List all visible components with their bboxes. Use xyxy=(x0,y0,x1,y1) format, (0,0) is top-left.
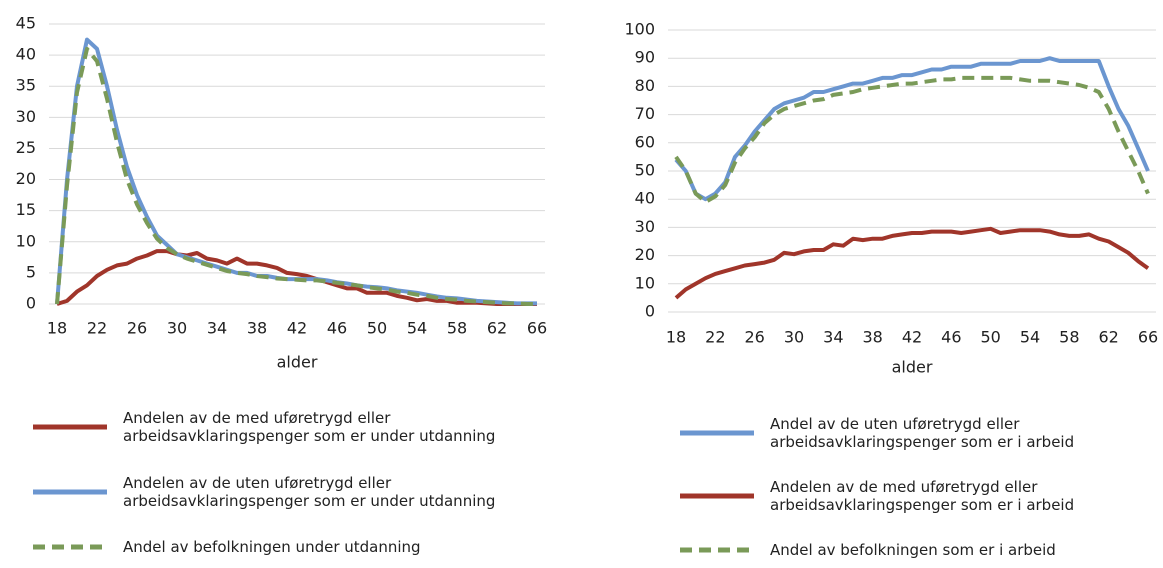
x-tick-label: 50 xyxy=(980,328,1000,347)
y-tick-label: 0 xyxy=(26,294,36,313)
x-tick-label: 38 xyxy=(247,319,267,338)
y-tick-label: 25 xyxy=(16,138,36,157)
x-axis-label: alder xyxy=(892,358,933,377)
y-tick-label: 20 xyxy=(16,169,36,188)
y-tick-label: 50 xyxy=(635,161,655,180)
x-tick-label: 30 xyxy=(784,328,804,347)
legend-label: Andel av de uten uføretrygd eller arbeid… xyxy=(770,415,1075,451)
y-tick-label: 15 xyxy=(16,200,36,219)
y-tick-label: 35 xyxy=(16,76,36,95)
legend-swatch xyxy=(680,493,754,499)
x-tick-label: 66 xyxy=(527,319,547,338)
y-tick-label: 10 xyxy=(16,231,36,250)
x-tick-label: 46 xyxy=(327,319,347,338)
x-tick-label: 54 xyxy=(1020,328,1040,347)
y-tick-label: 80 xyxy=(635,76,655,95)
x-tick-label: 54 xyxy=(407,319,427,338)
legend-label: Andelen av de med uføretrygd eller arbei… xyxy=(770,478,1075,514)
x-tick-label: 42 xyxy=(902,328,922,347)
x-tick-label: 62 xyxy=(487,319,507,338)
x-tick-label: 66 xyxy=(1138,328,1158,347)
legend-label: Andelen av de uten uføretrygd eller arbe… xyxy=(123,474,496,510)
x-tick-label: 26 xyxy=(127,319,147,338)
y-tick-label: 30 xyxy=(635,217,655,236)
x-tick-label: 18 xyxy=(666,328,686,347)
x-tick-label: 58 xyxy=(447,319,467,338)
x-tick-label: 38 xyxy=(862,328,882,347)
legend-label: Andel av befolkningen som er i arbeid xyxy=(770,541,1056,559)
x-tick-label: 34 xyxy=(823,328,843,347)
legend-swatch xyxy=(680,430,754,436)
series-line xyxy=(56,249,537,306)
x-tick-label: 30 xyxy=(167,319,187,338)
y-tick-label: 40 xyxy=(16,45,36,64)
y-tick-label: 40 xyxy=(635,189,655,208)
legend-swatch xyxy=(680,547,754,553)
y-tick-label: 70 xyxy=(635,104,655,123)
series-line xyxy=(674,56,1150,202)
legend-swatch xyxy=(33,544,107,550)
x-tick-label: 18 xyxy=(47,319,67,338)
legend-label: Andel av befolkningen under utdanning xyxy=(123,538,421,556)
x-tick-label: 42 xyxy=(287,319,307,338)
y-tick-label: 10 xyxy=(635,273,655,292)
x-tick-label: 46 xyxy=(941,328,961,347)
x-axis-label: alder xyxy=(277,353,318,372)
x-tick-label: 34 xyxy=(207,319,227,338)
x-tick-label: 62 xyxy=(1098,328,1118,347)
y-tick-label: 5 xyxy=(26,262,36,281)
x-tick-label: 50 xyxy=(367,319,387,338)
legend-item: Andel av befolkningen som er i arbeid xyxy=(680,532,1056,568)
x-tick-label: 22 xyxy=(87,319,107,338)
y-tick-label: 20 xyxy=(635,245,655,264)
y-tick-label: 45 xyxy=(16,14,36,33)
x-tick-label: 58 xyxy=(1059,328,1079,347)
legend-swatch xyxy=(33,489,107,495)
series-line xyxy=(55,46,537,306)
legend-label: Andelen av de med uføretrygd eller arbei… xyxy=(123,409,496,445)
legend-swatch xyxy=(33,424,107,430)
legend-item: Andelen av de med uføretrygd eller arbei… xyxy=(680,478,1074,514)
legend-item: Andelen av de uten uføretrygd eller arbe… xyxy=(33,474,495,510)
legend-item: Andelen av de med uføretrygd eller arbei… xyxy=(33,409,495,445)
y-tick-label: 100 xyxy=(624,20,655,39)
x-tick-label: 26 xyxy=(744,328,764,347)
legend-item: Andel av de uten uføretrygd eller arbeid… xyxy=(680,415,1074,451)
y-tick-label: 0 xyxy=(645,302,655,321)
x-tick-label: 22 xyxy=(705,328,725,347)
y-tick-label: 30 xyxy=(16,107,36,126)
y-tick-label: 60 xyxy=(635,132,655,151)
series-line xyxy=(674,226,1150,300)
legend-item: Andel av befolkningen under utdanning xyxy=(33,529,421,565)
y-tick-label: 90 xyxy=(635,48,655,67)
series-line xyxy=(674,75,1150,204)
